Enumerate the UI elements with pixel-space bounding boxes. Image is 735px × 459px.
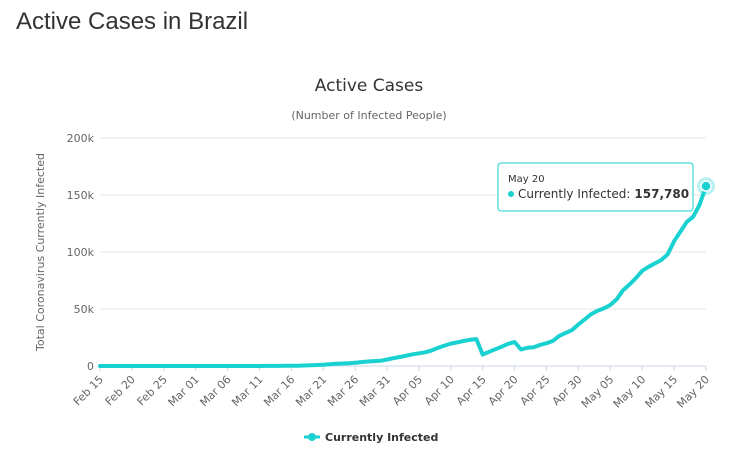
x-tick-label: Apr 05: [390, 373, 425, 408]
x-tick-label: Mar 01: [166, 373, 202, 409]
chart-subtitle: (Number of Infected People): [291, 109, 446, 122]
tooltip-marker: [508, 191, 514, 197]
x-tick-label: Mar 16: [261, 373, 297, 409]
chart-title: Active Cases: [315, 76, 424, 96]
y-tick-label: 150k: [67, 189, 95, 202]
x-tick-label: Mar 06: [197, 373, 233, 409]
x-tick-label: Feb 15: [71, 373, 106, 408]
y-axis-title: Total Coronavirus Currently Infected: [34, 153, 47, 352]
y-tick-label: 100k: [67, 246, 95, 259]
series-currently-infected[interactable]: [98, 177, 715, 368]
x-tick-label: Apr 15: [454, 373, 489, 408]
legend[interactable]: Currently Infected: [304, 431, 438, 444]
y-tick-label: 50k: [74, 303, 95, 316]
tooltip-text: Currently Infected: 157,780: [518, 187, 689, 201]
x-tick-label: Mar 21: [293, 373, 329, 409]
page-title: Active Cases in Brazil: [16, 8, 249, 35]
x-tick-label: May 10: [611, 373, 649, 411]
x-tick-label: Apr 20: [486, 373, 521, 408]
tooltip-box: [497, 162, 694, 212]
tooltip-value: 157,780: [634, 187, 689, 201]
x-tick-label: May 20: [674, 373, 712, 411]
x-tick-label: Feb 20: [103, 373, 138, 408]
y-tick-label: 200k: [67, 132, 95, 145]
y-axis: 0 50k 100k 150k 200k: [67, 132, 95, 373]
y-tick-label: 0: [87, 360, 94, 373]
tooltip: May 20 Currently Infected: 157,780: [497, 162, 694, 212]
series-line[interactable]: [98, 184, 708, 368]
legend-marker: [308, 433, 316, 441]
x-tick-label: Apr 25: [518, 373, 553, 408]
x-tick-label: Mar 11: [229, 373, 265, 409]
x-tick-label: Apr 10: [422, 373, 457, 408]
tooltip-label: Currently Infected:: [518, 187, 630, 201]
x-tick-label: May 15: [643, 373, 681, 411]
x-tick-label: Feb 25: [135, 373, 170, 408]
x-tick-label: Mar 31: [357, 373, 393, 409]
tooltip-date: May 20: [508, 174, 545, 185]
x-tick-label: May 05: [579, 373, 617, 411]
legend-label[interactable]: Currently Infected: [325, 431, 438, 444]
x-tick-label: Mar 26: [325, 373, 361, 409]
hover-point[interactable]: [700, 180, 712, 192]
